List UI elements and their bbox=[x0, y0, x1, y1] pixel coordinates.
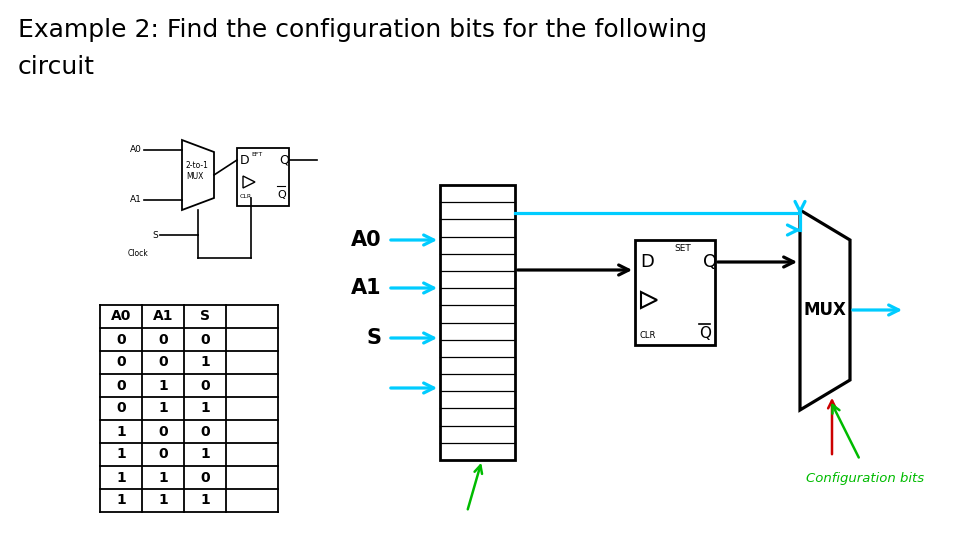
Text: A0: A0 bbox=[110, 309, 132, 323]
Text: S: S bbox=[153, 231, 158, 240]
Text: CLR: CLR bbox=[640, 330, 657, 340]
Text: Q: Q bbox=[699, 327, 711, 341]
Text: 1: 1 bbox=[158, 402, 168, 415]
Polygon shape bbox=[800, 210, 850, 410]
Text: D: D bbox=[240, 153, 250, 166]
Text: 1: 1 bbox=[200, 448, 210, 462]
Text: 0: 0 bbox=[158, 355, 168, 369]
Text: 2-to-1
MUX: 2-to-1 MUX bbox=[186, 161, 209, 181]
Text: A1: A1 bbox=[131, 195, 142, 205]
Text: Q: Q bbox=[703, 253, 717, 271]
Text: SET: SET bbox=[675, 244, 691, 253]
Text: 1: 1 bbox=[116, 448, 126, 462]
Text: S: S bbox=[367, 328, 382, 348]
Bar bbox=[237, 148, 289, 206]
Text: CLR: CLR bbox=[240, 193, 252, 199]
Text: Q: Q bbox=[277, 190, 286, 200]
Text: Clock: Clock bbox=[128, 248, 148, 258]
Text: 0: 0 bbox=[201, 470, 210, 484]
Text: D: D bbox=[640, 253, 654, 271]
Text: 0: 0 bbox=[116, 402, 126, 415]
Bar bbox=[635, 240, 715, 345]
Text: A1: A1 bbox=[153, 309, 173, 323]
Text: 1: 1 bbox=[200, 355, 210, 369]
Text: 0: 0 bbox=[116, 355, 126, 369]
Text: 1: 1 bbox=[158, 494, 168, 508]
Text: 0: 0 bbox=[158, 333, 168, 347]
Text: A0: A0 bbox=[351, 230, 382, 250]
Text: A0: A0 bbox=[131, 145, 142, 154]
Text: 1: 1 bbox=[200, 494, 210, 508]
Text: 1: 1 bbox=[200, 402, 210, 415]
Text: circuit: circuit bbox=[18, 55, 95, 79]
Text: 1: 1 bbox=[116, 494, 126, 508]
Text: A1: A1 bbox=[351, 278, 382, 298]
Text: EFT: EFT bbox=[251, 152, 262, 157]
Text: 0: 0 bbox=[158, 424, 168, 438]
Text: 0: 0 bbox=[201, 424, 210, 438]
Text: 0: 0 bbox=[201, 333, 210, 347]
Text: Example 2: Find the configuration bits for the following: Example 2: Find the configuration bits f… bbox=[18, 18, 708, 42]
Text: 0: 0 bbox=[158, 448, 168, 462]
Text: 1: 1 bbox=[116, 470, 126, 484]
Text: MUX: MUX bbox=[804, 301, 847, 319]
Bar bbox=[440, 185, 515, 460]
Text: 1: 1 bbox=[158, 379, 168, 393]
Text: Configuration bits: Configuration bits bbox=[806, 472, 924, 485]
Text: 0: 0 bbox=[201, 379, 210, 393]
Text: 0: 0 bbox=[116, 379, 126, 393]
Text: 1: 1 bbox=[116, 424, 126, 438]
Text: S: S bbox=[200, 309, 210, 323]
Text: Q: Q bbox=[279, 153, 289, 166]
Text: 0: 0 bbox=[116, 333, 126, 347]
Text: 1: 1 bbox=[158, 470, 168, 484]
